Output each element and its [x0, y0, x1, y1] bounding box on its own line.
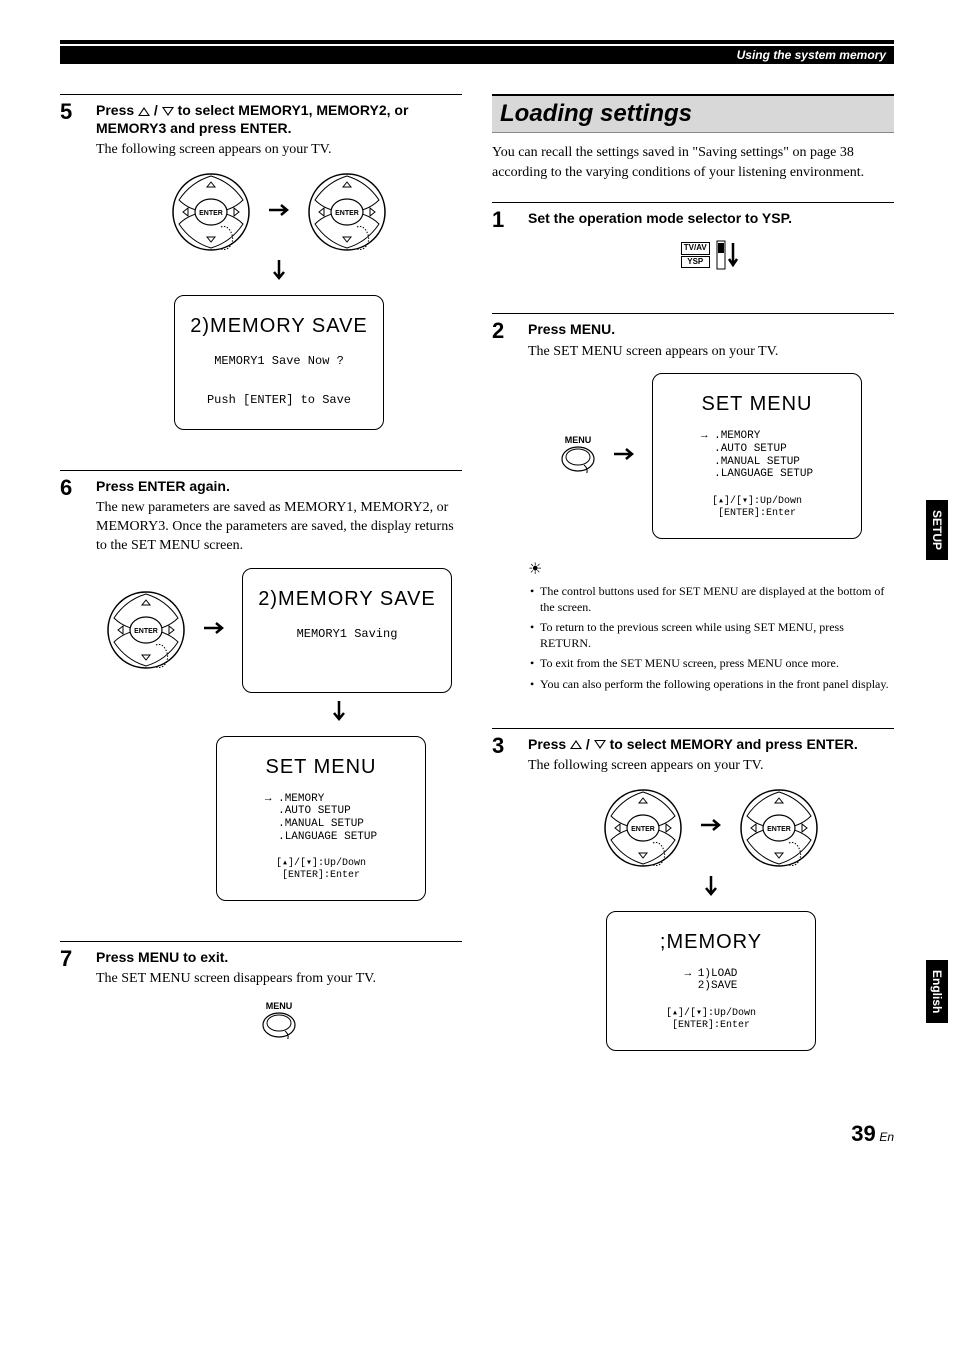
- tip-item: To exit from the SET MENU screen, press …: [528, 655, 894, 671]
- left-column: 5 Press / to select MEMORY1, MEMORY2, or…: [60, 94, 462, 1091]
- dpad-icon: [603, 788, 683, 868]
- step-desc: The following screen appears on your TV.: [528, 757, 894, 776]
- step-desc: The SET MENU screen disappears from your…: [96, 970, 462, 989]
- screen-title: 2)MEMORY SAVE: [185, 310, 373, 342]
- step-6: 6 Press ENTER again. The new parameters …: [60, 470, 462, 921]
- arrow-right-icon: [614, 446, 634, 467]
- step-number: 7: [60, 948, 84, 1064]
- step-2: 2 Press MENU. The SET MENU screen appear…: [492, 313, 894, 707]
- arrow-right-icon: [701, 817, 721, 838]
- tip-item: The control buttons used for SET MENU ar…: [528, 583, 894, 615]
- menu-label: MENU: [96, 1001, 462, 1011]
- mode-switch-icon: TV/AV YSP: [681, 237, 741, 273]
- step-number: 2: [492, 320, 516, 707]
- intro-text: You can recall the settings saved in "Sa…: [492, 143, 894, 182]
- step-head-pre: Press: [96, 102, 138, 118]
- down-icon: [162, 107, 174, 116]
- step-heading: Press / to select MEMORY1, MEMORY2, or M…: [96, 101, 462, 137]
- screen-menu: → 1)LOAD 2)SAVE: [685, 968, 738, 993]
- screen-title: SET MENU: [227, 751, 415, 783]
- tip-item: To return to the previous screen while u…: [528, 619, 894, 651]
- tv-screen: ;MEMORY → 1)LOAD 2)SAVE [▴]/[▾]:Up/Down …: [606, 911, 816, 1051]
- dpad-icon: [307, 172, 387, 252]
- page-number-suffix: En: [879, 1130, 894, 1144]
- menu-button-icon: [560, 445, 596, 473]
- tv-screen: 2)MEMORY SAVE MEMORY1 Saving: [242, 568, 452, 693]
- step-desc: The new parameters are saved as MEMORY1,…: [96, 499, 462, 556]
- tips-list: The control buttons used for SET MENU ar…: [528, 583, 894, 692]
- tip-item: You can also perform the following opera…: [528, 676, 894, 692]
- screen-line: MEMORY1 Save Now ?: [185, 352, 373, 371]
- up-icon: [570, 740, 582, 749]
- step-number: 1: [492, 209, 516, 293]
- step-head-pre: Press: [528, 736, 570, 752]
- switch-label-top: TV/AV: [681, 242, 710, 254]
- screen-footer-line: [ENTER]:Enter: [617, 1020, 805, 1032]
- step-7: 7 Press MENU to exit. The SET MENU scree…: [60, 941, 462, 1064]
- screen-menu: → .MEMORY .AUTO SETUP .MANUAL SETUP .LAN…: [265, 793, 377, 844]
- tv-screen: SET MENU → .MEMORY .AUTO SETUP .MANUAL S…: [216, 736, 426, 901]
- arrow-right-icon: [204, 620, 224, 641]
- screen-footer-line: [▴]/[▾]:Up/Down: [663, 496, 851, 508]
- arrow-down-icon: [703, 876, 719, 898]
- step-desc: The SET MENU screen appears on your TV.: [528, 343, 894, 362]
- up-icon: [138, 107, 150, 116]
- down-icon: [594, 740, 606, 749]
- step-heading: Set the operation mode selector to YSP.: [528, 209, 894, 227]
- step-number: 6: [60, 477, 84, 921]
- screen-title: SET MENU: [663, 388, 851, 420]
- screen-line: Push [ENTER] to Save: [185, 391, 373, 410]
- arrow-down-icon: [331, 701, 347, 723]
- step-number: 5: [60, 101, 84, 450]
- section-title: Loading settings: [492, 94, 894, 133]
- header-chapter: Using the system memory: [60, 46, 894, 64]
- dpad-icon: [171, 172, 251, 252]
- menu-label: MENU: [560, 435, 596, 445]
- step-heading: Press / to select MEMORY and press ENTER…: [528, 735, 894, 753]
- tips-icon: ☀: [528, 559, 894, 579]
- page-number-value: 39: [851, 1121, 875, 1146]
- right-column: Loading settings You can recall the sett…: [492, 94, 894, 1091]
- menu-button-icon: [261, 1011, 297, 1039]
- step-heading: Press ENTER again.: [96, 477, 462, 495]
- dpad-icon: [106, 590, 186, 670]
- screen-footer-line: [▴]/[▾]:Up/Down: [227, 858, 415, 870]
- tv-screen: 2)MEMORY SAVE MEMORY1 Save Now ? Push [E…: [174, 295, 384, 429]
- screen-title: 2)MEMORY SAVE: [253, 583, 441, 615]
- step-5: 5 Press / to select MEMORY1, MEMORY2, or…: [60, 94, 462, 450]
- step-desc: The following screen appears on your TV.: [96, 141, 462, 160]
- screen-footer-line: [ENTER]:Enter: [663, 508, 851, 520]
- step-1: 1 Set the operation mode selector to YSP…: [492, 202, 894, 293]
- dpad-icon: [739, 788, 819, 868]
- screen-footer-line: [ENTER]:Enter: [227, 870, 415, 882]
- arrow-right-icon: [269, 202, 289, 223]
- step-3: 3 Press / to select MEMORY and press ENT…: [492, 728, 894, 1071]
- screen-menu: → .MEMORY .AUTO SETUP .MANUAL SETUP .LAN…: [701, 430, 813, 481]
- step-heading: Press MENU.: [528, 320, 894, 338]
- screen-footer-line: [▴]/[▾]:Up/Down: [617, 1008, 805, 1020]
- step-number: 3: [492, 735, 516, 1071]
- side-tabs: SETUP English: [926, 500, 954, 1023]
- page-number: 39 En: [60, 1121, 894, 1147]
- tv-screen: SET MENU → .MEMORY .AUTO SETUP .MANUAL S…: [652, 373, 862, 538]
- arrow-down-icon: [271, 260, 287, 282]
- switch-label-bottom: YSP: [681, 256, 710, 268]
- screen-line: MEMORY1 Saving: [253, 625, 441, 644]
- step-heading: Press MENU to exit.: [96, 948, 462, 966]
- screen-title: ;MEMORY: [617, 926, 805, 958]
- side-tab-setup: SETUP: [926, 500, 948, 560]
- top-rule: [60, 40, 894, 44]
- step-head-post: to select MEMORY and press ENTER.: [610, 736, 858, 752]
- side-tab-english: English: [926, 960, 948, 1023]
